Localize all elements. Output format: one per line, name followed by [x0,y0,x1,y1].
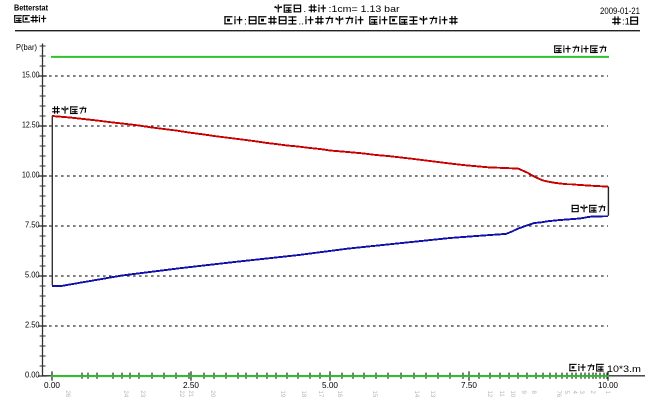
svg-text:20: 20 [209,391,215,398]
svg-text:12.50: 12.50 [22,119,40,129]
svg-text:5: 5 [563,391,569,395]
svg-text:10.00: 10.00 [22,169,40,179]
svg-text:15: 15 [371,391,377,398]
svg-text:15.00: 15.00 [22,69,40,79]
svg-text:2.50: 2.50 [183,380,199,390]
svg-text:4: 4 [571,391,577,395]
svg-text:18: 18 [300,391,306,398]
svg-text:2: 2 [589,391,595,395]
svg-text:2009-01-21: 2009-01-21 [600,6,640,16]
svg-text:9: 9 [520,391,526,395]
svg-text:Betterstat: Betterstat [14,3,48,13]
svg-text::1: :1 [622,17,630,28]
svg-text:17: 17 [317,391,323,398]
svg-text:10*3.m: 10*3.m [607,364,641,375]
svg-text:7.50: 7.50 [461,380,477,390]
svg-text:14: 14 [413,391,419,398]
svg-text:12: 12 [486,391,492,398]
svg-text:5.00: 5.00 [322,380,338,390]
svg-text:10: 10 [509,391,515,398]
svg-text:76: 76 [555,391,561,398]
svg-text:0.00: 0.00 [25,369,40,379]
svg-text:8: 8 [530,391,536,395]
svg-text:24: 24 [122,391,128,398]
svg-text:P(bar): P(bar) [16,42,37,52]
svg-text:21: 21 [187,391,193,398]
svg-text:11: 11 [498,391,504,398]
svg-text:19: 19 [279,391,285,398]
svg-text::: : [244,16,247,27]
svg-text:7.50: 7.50 [25,219,40,229]
svg-text:13: 13 [429,391,435,398]
svg-text:..: .. [299,16,305,27]
svg-text:26: 26 [64,391,70,398]
svg-text:2.50: 2.50 [25,319,40,329]
svg-text:16: 16 [336,391,342,398]
svg-text:0.00: 0.00 [44,380,60,390]
svg-text::1cm= 1.13 bar: :1cm= 1.13 bar [329,4,400,15]
svg-text:10.00: 10.00 [598,380,618,390]
svg-text:.: . [304,4,307,14]
svg-text:22: 22 [178,391,184,398]
svg-text:23: 23 [139,391,145,398]
svg-text:3: 3 [578,391,584,395]
svg-text:1: 1 [604,391,610,395]
svg-text:5.00: 5.00 [25,269,40,279]
